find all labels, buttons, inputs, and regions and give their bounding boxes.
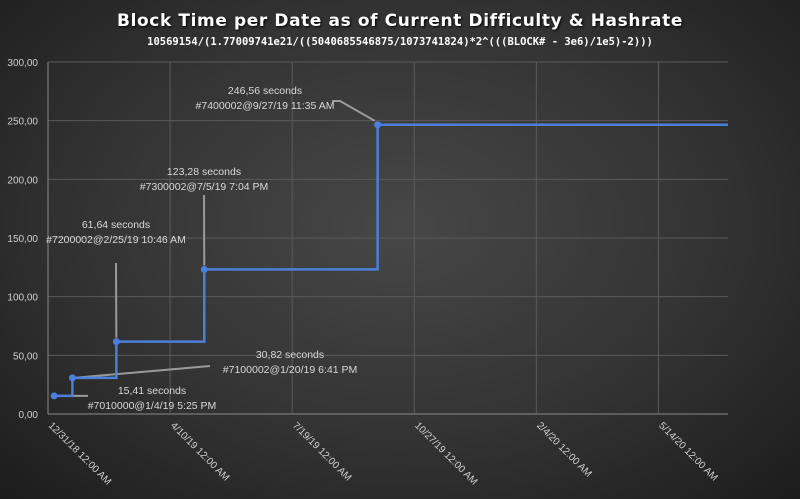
- annotation-leader-line: [73, 365, 211, 379]
- data-point: [374, 121, 382, 129]
- annotation-seconds: 61,64 seconds: [82, 219, 150, 231]
- x-tick-label: 2/4/20 12:00 AM: [534, 420, 593, 479]
- y-tick-label: 250,00: [7, 117, 38, 128]
- x-tick-label: 5/14/20 12:00 AM: [656, 420, 719, 483]
- annotation-block-date: #7400002@9/27/19 11:35 AM: [196, 100, 335, 112]
- annotation-seconds: 15,41 seconds: [118, 385, 186, 397]
- chart-subtitle: 10569154/(1.77009741e21/((5040685546875/…: [147, 36, 653, 48]
- x-tick-label: 10/27/19 12:00 AM: [412, 420, 479, 487]
- annotation-block-date: #7010000@1/4/19 5:25 PM: [88, 400, 217, 412]
- annotation-leader-line: [332, 100, 376, 122]
- data-point: [200, 265, 208, 273]
- y-tick-label: 50,00: [13, 351, 38, 362]
- annotation-seconds: 30,82 seconds: [256, 349, 324, 361]
- x-tick-label: 12/31/18 12:00 AM: [46, 420, 113, 487]
- chart-title: Block Time per Date as of Current Diffic…: [117, 11, 683, 31]
- x-tick-label: 4/10/19 12:00 AM: [168, 420, 231, 483]
- y-tick-label: 200,00: [7, 175, 38, 186]
- y-tick-label: 150,00: [7, 234, 38, 245]
- data-point: [50, 392, 58, 400]
- annotation-block-date: #7200002@2/25/19 10:46 AM: [46, 234, 186, 246]
- x-tick-label: 7/19/19 12:00 AM: [290, 420, 353, 483]
- data-point: [112, 338, 120, 346]
- annotation-block-date: #7100002@1/20/19 6:41 PM: [223, 364, 357, 376]
- annotation-seconds: 123,28 seconds: [167, 166, 241, 178]
- series-line: [54, 123, 728, 398]
- annotation-block-date: #7300002@7/5/19 7:04 PM: [140, 181, 269, 193]
- annotation-seconds: 246,56 seconds: [228, 85, 302, 97]
- y-tick-label: 0,00: [19, 410, 39, 421]
- y-tick-label: 300,00: [7, 58, 38, 69]
- data-point: [68, 374, 76, 382]
- y-tick-label: 100,00: [7, 293, 38, 304]
